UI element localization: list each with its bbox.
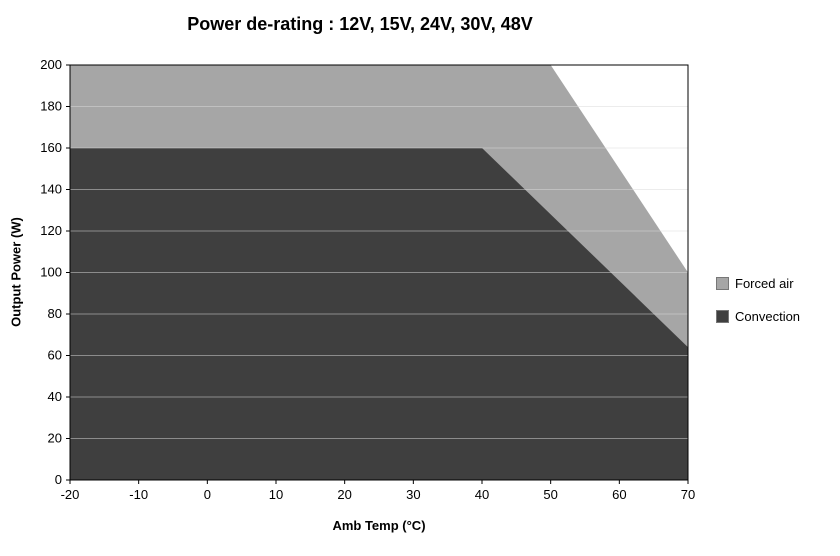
y-tick-label: 120	[40, 223, 62, 238]
x-tick-label: 40	[475, 487, 489, 502]
legend-swatch-convection	[716, 310, 729, 323]
x-tick-label: 50	[543, 487, 557, 502]
y-tick-label: 100	[40, 265, 62, 280]
y-tick-label: 180	[40, 99, 62, 114]
x-tick-label: -10	[129, 487, 148, 502]
legend-item-convection: Convection	[716, 309, 800, 324]
y-tick-label: 160	[40, 140, 62, 155]
y-tick-label: 200	[40, 57, 62, 72]
x-tick-label: -20	[61, 487, 80, 502]
x-tick-label: 70	[681, 487, 695, 502]
legend-swatch-forced-air	[716, 277, 729, 290]
y-tick-label: 40	[48, 389, 62, 404]
y-tick-label: 80	[48, 306, 62, 321]
x-tick-label: 60	[612, 487, 626, 502]
chart-title: Power de-rating : 12V, 15V, 24V, 30V, 48…	[187, 14, 533, 34]
x-tick-label: 30	[406, 487, 420, 502]
x-axis-label: Amb Temp (°C)	[332, 518, 426, 533]
y-tick-label: 60	[48, 348, 62, 363]
legend-item-forced-air: Forced air	[716, 276, 800, 291]
y-tick-label: 0	[55, 472, 62, 487]
y-tick-label: 140	[40, 182, 62, 197]
legend-label-convection: Convection	[735, 309, 801, 324]
legend: Forced air Convection	[716, 276, 800, 324]
x-tick-label: 20	[337, 487, 351, 502]
x-tick-label: 10	[269, 487, 283, 502]
legend-label-forced-air: Forced air	[735, 276, 794, 291]
y-tick-label: 20	[48, 431, 62, 446]
x-tick-label: 0	[204, 487, 211, 502]
